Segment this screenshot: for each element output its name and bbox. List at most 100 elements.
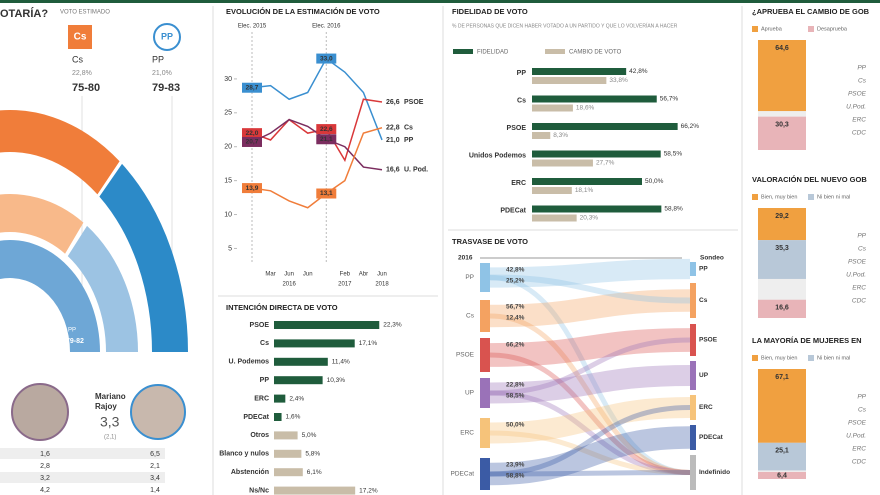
bar	[532, 77, 607, 84]
x-tick-label: Jun	[284, 272, 294, 278]
value-label: 21,0	[386, 137, 400, 144]
hemicycle-band	[0, 240, 100, 352]
row-label: PP	[857, 394, 866, 401]
value-label: 27,7%	[596, 160, 615, 167]
logo-text: Cs	[74, 32, 87, 43]
table-value: 4,2	[40, 487, 50, 494]
value-label: 10,3%	[327, 377, 346, 384]
chart-title: FIDELIDAD DE VOTO	[452, 7, 528, 16]
row-label: CDC	[852, 459, 866, 466]
table-value: 1,4	[150, 487, 160, 494]
arc-seats: 137	[15, 338, 27, 345]
line	[251, 127, 383, 209]
line	[251, 57, 383, 141]
value-label: 2,4%	[289, 395, 304, 402]
target-name: PDECat	[699, 434, 724, 441]
value-label: 18,6%	[576, 105, 595, 112]
origin-node	[480, 378, 490, 408]
table-value: 2,8	[40, 463, 50, 470]
legend-label: Ni bien ni mal	[817, 355, 850, 361]
flow	[489, 405, 691, 477]
value-label: 6,1%	[307, 469, 322, 476]
row-label: PSOE	[848, 420, 867, 427]
value-label: 16,6	[386, 167, 400, 174]
category-label: PP	[260, 377, 270, 384]
value-label: 13,1	[320, 190, 333, 197]
value-label: 18,1%	[575, 187, 594, 194]
hemicycle	[0, 110, 188, 352]
value-label: 13,9	[246, 185, 259, 192]
value-box	[242, 128, 262, 139]
series-label: PP	[404, 137, 414, 144]
table-row	[82, 472, 165, 483]
category-label: Ns/Nc	[249, 487, 269, 494]
party-share: 22,8%	[72, 70, 92, 77]
legend-swatch	[752, 194, 758, 200]
table-row	[0, 448, 83, 459]
bar-segment	[758, 369, 806, 443]
bar	[532, 178, 642, 185]
category-label: Blanco y nulos	[219, 451, 269, 458]
row-label: Cs	[858, 246, 867, 253]
legend-label: Aprueba	[761, 26, 783, 32]
y-tick-label: 20	[224, 144, 232, 151]
x-year-label: 2017	[338, 282, 352, 288]
category-label: ERC	[511, 180, 526, 187]
leader-surname: Rajoy	[95, 402, 117, 411]
legend-label: CAMBIO DE VOTO	[569, 50, 622, 56]
value-label: 16,6	[775, 305, 789, 312]
target-name: Cs	[699, 297, 708, 304]
value-label: 58,5%	[664, 151, 683, 158]
category-label: Cs	[517, 97, 526, 104]
x-tick-label: Mar	[265, 272, 275, 278]
value-box	[316, 188, 337, 199]
category-label: Abstención	[231, 469, 269, 476]
value-label: 25,1	[775, 448, 789, 455]
bar	[532, 159, 593, 167]
bar	[532, 104, 573, 112]
target-node	[690, 361, 696, 390]
x-tick-label: Jun	[303, 272, 313, 278]
bar	[274, 468, 303, 477]
table-row	[82, 460, 165, 471]
flow-label: 23,9%	[506, 462, 525, 469]
target-node	[690, 455, 696, 490]
value-box	[316, 53, 337, 64]
legend-label: Bien, muy bien	[761, 194, 797, 200]
leader-previous: (2,1)	[104, 435, 116, 441]
origin-name: PDECat	[451, 471, 475, 478]
category-label: PDECat	[243, 414, 269, 421]
bar	[532, 187, 572, 194]
series-label: U. Pod.	[404, 167, 428, 174]
logo-text: PP	[161, 31, 173, 41]
bar	[274, 431, 298, 440]
bar	[532, 205, 662, 213]
legend-swatch	[752, 355, 758, 361]
value-label: 5,8%	[305, 451, 320, 458]
value-label: 42,8%	[629, 68, 648, 75]
value-box	[316, 134, 337, 145]
y-tick-label: 25	[224, 110, 232, 117]
legend-label: Bien, muy bien	[761, 355, 797, 361]
row-label: ERC	[852, 117, 866, 124]
category-label: Unidos Podemos	[469, 152, 526, 159]
value-box	[316, 124, 337, 135]
table-row	[0, 484, 83, 495]
value-label: 56,7%	[660, 96, 679, 103]
legend-label: FIDELIDAD	[477, 50, 509, 56]
x-tick-label: Feb	[340, 272, 351, 278]
chart-subtitle: % DE PERSONAS QUE DICEN HABER VOTADO A U…	[452, 22, 678, 29]
value-label: 22,0	[246, 130, 259, 137]
chart-title: ¿APRUEBA EL CAMBIO DE GOB	[752, 7, 870, 16]
value-box	[242, 82, 262, 93]
bar-segment	[758, 208, 806, 241]
bar	[532, 68, 627, 75]
value-label: 64,6	[775, 45, 789, 52]
hemicycle-band	[67, 225, 138, 352]
value-label: 1,6%	[286, 414, 301, 421]
category-label: PP	[517, 70, 527, 77]
value-label: 33,8%	[609, 77, 628, 84]
cs-logo	[68, 25, 92, 49]
flow	[489, 397, 691, 444]
